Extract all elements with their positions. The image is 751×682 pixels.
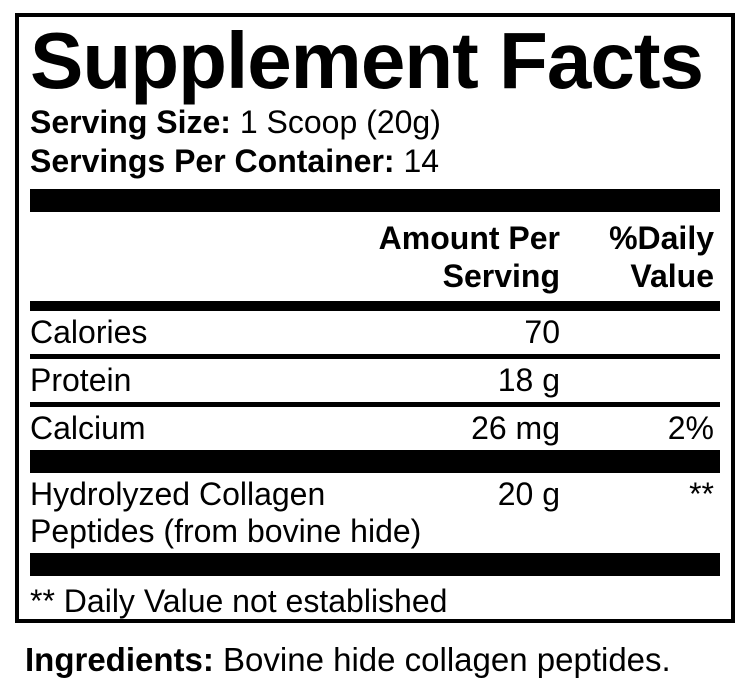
- servings-per-container-label: Servings Per Container:: [30, 143, 395, 179]
- nutrient-daily-value: 2%: [667, 410, 714, 446]
- nutrient-name-line2: Peptides (from bovine hide): [30, 513, 422, 549]
- divider-bar-thick: [30, 189, 720, 212]
- serving-size-line: Serving Size: 1 Scoop (20g): [30, 103, 720, 142]
- supplement-facts-panel: Supplement Facts Serving Size: 1 Scoop (…: [15, 13, 735, 623]
- nutrient-name: Hydrolyzed Collagen Peptides (from bovin…: [30, 476, 430, 550]
- nutrient-name: Protein: [30, 362, 132, 398]
- divider-bar-thick: [30, 553, 720, 576]
- nutrient-name: Calories: [30, 314, 148, 350]
- panel-title: Supplement Facts: [30, 16, 704, 105]
- divider-bar-thick: [30, 450, 720, 473]
- amount-per-serving-header: Amount Per Serving: [378, 220, 560, 294]
- row-divider-rule: [30, 402, 720, 407]
- ingredients-value: Bovine hide collagen peptides.: [223, 641, 671, 678]
- nutrient-amount: 20 g: [497, 476, 560, 512]
- ingredients-line: Ingredients: Bovine hide collagen peptid…: [25, 641, 671, 679]
- nutrient-daily-value: **: [689, 476, 714, 512]
- table-row-protein: Protein 18 g: [30, 359, 720, 402]
- servings-per-container-line: Servings Per Container: 14: [30, 142, 720, 181]
- nutrient-amount: 26 mg: [471, 410, 560, 446]
- ingredients-label: Ingredients:: [25, 641, 214, 678]
- nutrient-name: Calcium: [30, 410, 146, 446]
- table-row-calcium: Calcium 26 mg 2%: [30, 407, 720, 450]
- nutrient-name-line1: Hydrolyzed Collagen: [30, 476, 326, 512]
- column-header-row: Amount Per Serving %Daily Value: [30, 212, 720, 301]
- divider-bar-medium: [30, 301, 720, 311]
- nutrient-amount: 18 g: [497, 362, 560, 398]
- serving-size-label: Serving Size:: [30, 104, 231, 140]
- table-row-collagen: Hydrolyzed Collagen Peptides (from bovin…: [30, 473, 720, 553]
- row-divider-rule: [30, 354, 720, 359]
- table-row-calories: Calories 70: [30, 311, 720, 354]
- servings-per-container-value: 14: [403, 143, 440, 179]
- daily-value-header: %Daily Value: [609, 220, 714, 294]
- daily-value-footnote: ** Daily Value not established: [30, 583, 448, 619]
- serving-size-value: 1 Scoop (20g): [239, 104, 441, 140]
- nutrient-amount: 70: [524, 314, 560, 350]
